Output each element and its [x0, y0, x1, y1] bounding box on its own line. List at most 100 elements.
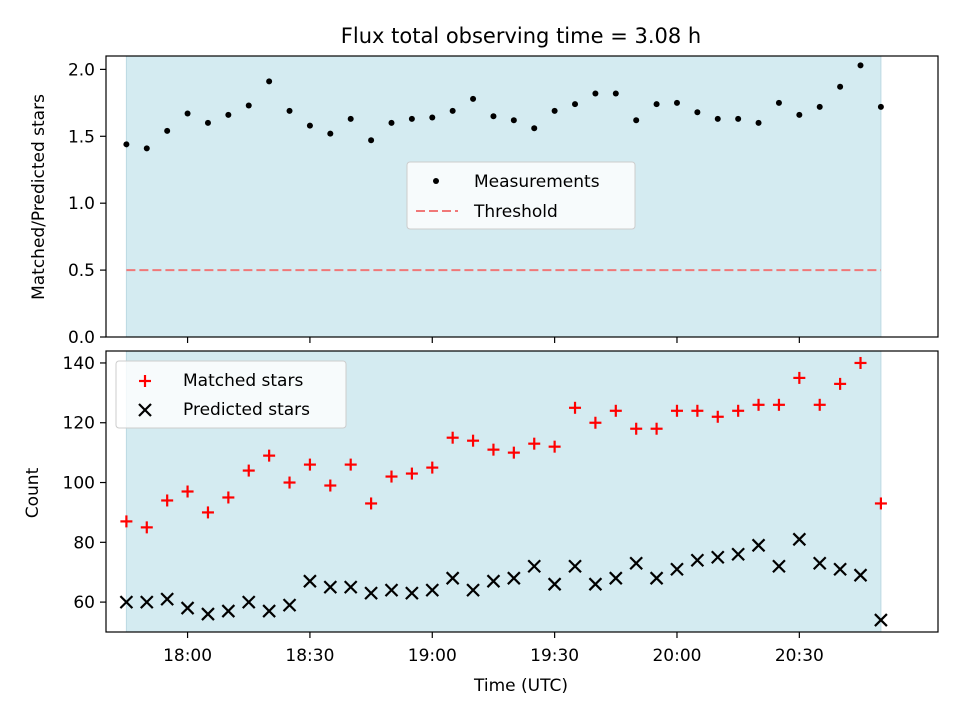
predicted-star-point [853, 568, 868, 582]
predicted-star-point [486, 574, 501, 588]
measurement-point [857, 62, 864, 69]
matched-star-point [467, 434, 480, 447]
x-tick-label: 19:30 [530, 646, 579, 666]
legend-threshold-label: Threshold [473, 202, 558, 222]
x-tick-label: 18:00 [163, 646, 212, 666]
predicted-star-point [241, 595, 256, 609]
measurement-point [673, 99, 680, 106]
predicted-star-point [751, 538, 766, 553]
matched-star-point [874, 497, 887, 510]
matched-star-point [691, 404, 704, 417]
bottom-legend: Matched stars Predicted stars [115, 360, 347, 429]
predicted-star-point [649, 571, 664, 585]
measurement-point [225, 111, 232, 118]
matched-star-point [609, 404, 622, 417]
matched-star-point [487, 443, 500, 456]
measurement-point [266, 78, 273, 85]
matched-star-point [569, 401, 582, 414]
matched-star-point [324, 479, 337, 492]
measurement-point [245, 102, 252, 109]
legend-matched-marker [139, 375, 151, 387]
predicted-star-point [384, 583, 399, 597]
measurement-point [572, 101, 579, 108]
y-tick-label: 120 [63, 414, 95, 434]
measurement-point [306, 122, 313, 129]
predicted-star-point [507, 571, 521, 585]
predicted-star-point [221, 604, 236, 618]
measurement-point [327, 130, 334, 137]
y-tick-label: 0.5 [68, 261, 95, 281]
predicted-star-point [609, 571, 623, 585]
predicted-star-point [690, 553, 705, 568]
predicted-star-point [772, 559, 786, 574]
matched-star-point [283, 476, 296, 489]
measurement-point [755, 119, 762, 126]
matched-star-point [528, 437, 541, 450]
matched-star-point [242, 464, 255, 477]
predicted-star-point [303, 574, 317, 588]
predicted-star-point [792, 532, 807, 547]
star-count-points [119, 356, 888, 627]
matched-star-point [589, 416, 602, 429]
bottom-axes-frame [105, 350, 939, 633]
predicted-star-point [445, 571, 460, 585]
measurement-point [429, 114, 436, 121]
matched-star-point [181, 485, 194, 498]
measurement-point [143, 145, 150, 152]
matched-star-point [140, 521, 153, 534]
bottom-y-axis: 60 80 100 120 140 [63, 354, 106, 613]
measurement-point [449, 107, 456, 114]
top-legend-box [406, 161, 636, 230]
matched-star-point [161, 494, 174, 507]
y-tick-label: 80 [73, 533, 95, 553]
legend-measurements-label: Measurements [474, 172, 600, 192]
measurement-point [694, 109, 701, 116]
matched-star-point [507, 446, 520, 459]
matched-star-point [405, 467, 418, 480]
measurement-point [735, 115, 742, 122]
predicted-star-point [405, 586, 419, 600]
top-y-axis: 0.0 0.5 1.0 1.5 2.0 [68, 60, 106, 348]
matched-star-point [732, 404, 745, 417]
matched-star-point [120, 515, 133, 528]
measurement-point [714, 115, 721, 122]
measurement-point [164, 127, 171, 134]
matched-star-point [263, 449, 276, 462]
measurement-point [633, 117, 640, 124]
bottom-x-axis: 18:00 18:30 19:00 19:30 20:00 20:30 [163, 632, 824, 666]
bottom-panel: 60 80 100 120 140 18:00 18:30 19:00 19:30 20:00 2… [23, 350, 939, 666]
matched-star-point [548, 440, 561, 453]
predicted-star-point [180, 601, 195, 615]
predicted-star-point [466, 583, 480, 597]
figure-title: Flux total observing time = 3.08 h [341, 24, 701, 48]
top-y-label: Matched/Predicted stars [29, 94, 49, 300]
predicted-star-point [629, 556, 643, 571]
measurement-point [653, 101, 660, 108]
predicted-star-point [527, 559, 542, 574]
y-tick-label: 1.0 [68, 194, 95, 214]
predicted-star-point [833, 562, 847, 577]
measurement-point [490, 113, 497, 120]
measurement-point [184, 110, 191, 117]
matched-star-point [630, 422, 643, 435]
x-tick-label: 20:00 [652, 646, 701, 666]
x-tick-label: 20:30 [775, 646, 824, 666]
predicted-star-point [588, 577, 603, 591]
predicted-star-point [140, 595, 154, 609]
x-axis-label: Time (UTC) [473, 676, 568, 696]
predicted-star-point [568, 559, 582, 574]
measurement-point [775, 99, 782, 106]
predicted-star-point [425, 583, 440, 597]
top-panel: 0.00.51.01.52.0 Matched/Predicted stars … [29, 55, 939, 348]
legend-predicted-marker [138, 403, 152, 417]
legend-measurements-marker [433, 178, 439, 184]
predicted-star-point [282, 598, 297, 612]
predicted-star-point [812, 556, 827, 571]
measurement-point [612, 90, 619, 97]
y-tick-label: 1.5 [68, 127, 95, 147]
measurement-point [551, 107, 558, 114]
matched-star-point [365, 497, 378, 510]
y-tick-label: 60 [73, 593, 95, 613]
measurements-points [123, 62, 884, 152]
